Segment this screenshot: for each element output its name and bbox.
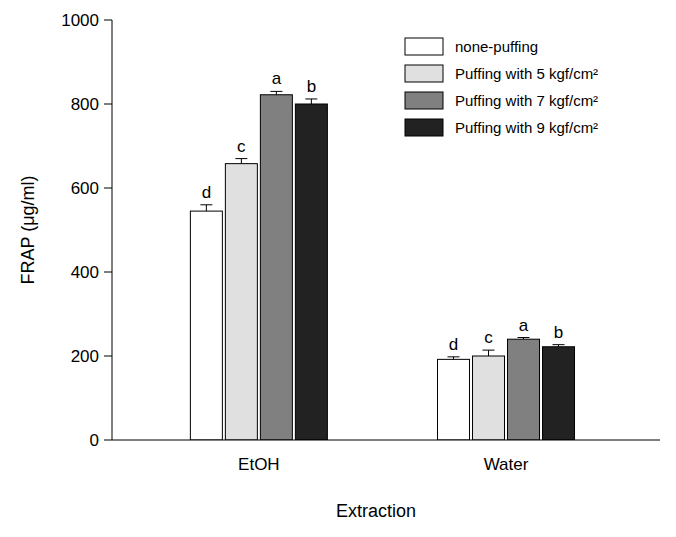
error-bar xyxy=(305,99,317,104)
y-tick xyxy=(104,188,112,189)
error-cap xyxy=(305,98,317,99)
annotation: b xyxy=(307,77,316,96)
annotation: b xyxy=(554,323,563,342)
error-cap xyxy=(518,337,530,338)
error-line xyxy=(488,350,489,356)
y-tick xyxy=(104,20,112,21)
bar xyxy=(543,347,575,440)
error-cap xyxy=(553,344,565,345)
error-bar xyxy=(483,350,495,356)
legend-swatch xyxy=(405,65,443,82)
x-tick-label: Water xyxy=(484,455,529,474)
error-bar xyxy=(553,345,565,347)
x-axis-label: Extraction xyxy=(336,501,416,521)
error-bar xyxy=(518,338,530,340)
error-line xyxy=(241,159,242,164)
legend-swatch xyxy=(405,119,443,136)
annotation: d xyxy=(202,183,211,202)
annotation: a xyxy=(519,316,529,335)
bar xyxy=(438,359,470,440)
error-line xyxy=(206,205,207,211)
bar xyxy=(225,164,257,440)
legend-label: Puffing with 7 kgf/cm² xyxy=(455,92,598,109)
bar xyxy=(190,211,222,440)
legend-label: Puffing with 5 kgf/cm² xyxy=(455,65,598,82)
error-bar xyxy=(270,91,282,94)
bar xyxy=(260,95,292,440)
error-cap xyxy=(270,91,282,92)
y-axis xyxy=(112,20,113,440)
y-tick xyxy=(104,440,112,441)
x-axis xyxy=(112,440,660,441)
error-line xyxy=(276,91,277,94)
annotation: c xyxy=(484,328,493,347)
y-tick-label: 600 xyxy=(71,179,99,198)
y-tick xyxy=(104,272,112,273)
y-tick-label: 800 xyxy=(71,95,99,114)
error-bar xyxy=(448,357,460,360)
y-tick-label: 400 xyxy=(71,263,99,282)
annotation: d xyxy=(449,335,458,354)
error-line xyxy=(311,99,312,104)
annotation: a xyxy=(272,69,282,88)
error-cap xyxy=(483,350,495,351)
y-axis-label: FRAP (μg/ml) xyxy=(18,175,38,284)
legend-label: Puffing with 9 kgf/cm² xyxy=(455,119,598,136)
x-tick-label: EtOH xyxy=(238,455,280,474)
legend: none-puffing Puffing with 5 kgf/cm² Puffin… xyxy=(405,38,598,136)
y-tick-label: 0 xyxy=(90,431,99,450)
bar xyxy=(473,356,505,440)
bar xyxy=(508,339,540,440)
error-cap xyxy=(448,356,460,357)
error-bar xyxy=(235,159,247,164)
error-bar xyxy=(200,205,212,211)
y-tick xyxy=(104,356,112,357)
legend-swatch xyxy=(405,38,443,55)
annotation: c xyxy=(237,137,246,156)
bars xyxy=(190,91,574,440)
y-tick-label: 1000 xyxy=(61,11,99,30)
error-cap xyxy=(200,204,212,205)
y-tick-label: 200 xyxy=(71,347,99,366)
y-tick xyxy=(104,104,112,105)
error-cap xyxy=(235,158,247,159)
legend-label: none-puffing xyxy=(455,38,538,55)
legend-swatch xyxy=(405,92,443,109)
chart: d d c c a a b b 0 200 400 600 800 1000 EtOH Water Extrac… xyxy=(0,0,676,537)
bar xyxy=(295,104,327,440)
